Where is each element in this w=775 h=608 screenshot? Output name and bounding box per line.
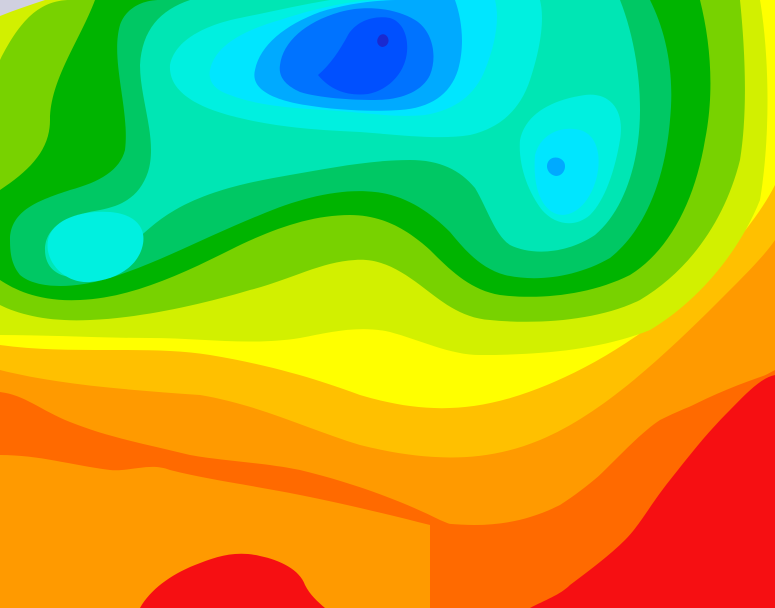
contour-band-cyan-pocket	[534, 128, 599, 215]
contour-band-sky-blue-dot	[546, 157, 566, 176]
contour-band-dark-blue-core	[377, 34, 389, 47]
contour-band-aqua-left	[47, 211, 144, 283]
contour-band-red-bottom	[140, 553, 325, 608]
contour-band-red-right	[530, 375, 775, 608]
contour-band-orange-lower	[0, 455, 430, 608]
corner-mark	[0, 0, 45, 16]
